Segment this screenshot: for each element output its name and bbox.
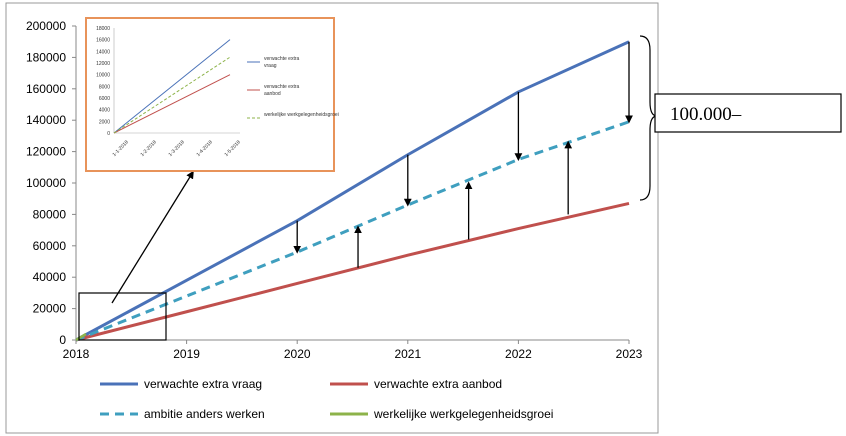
x-tick-label: 2022	[505, 347, 532, 361]
x-tick-label: 2019	[173, 347, 200, 361]
x-tick-label: 2018	[63, 347, 90, 361]
series-line-2	[75, 120, 630, 342]
inset-chart: 0 2000 4000 6000 8000 10000 12000 14000 16000 180…	[85, 17, 339, 172]
x-tick-label: 2021	[394, 347, 421, 361]
y-tick-label: 80000	[33, 207, 67, 221]
inset-border	[85, 17, 335, 172]
legend-label-3: werkelijke werkgelegenheidsgroei	[373, 407, 553, 421]
y-tick-label: 60000	[33, 239, 67, 253]
inset-y-tick-label: 4000	[99, 108, 110, 114]
y-tick-label: 40000	[33, 270, 67, 284]
inset-series-line-1	[113, 74, 231, 134]
inset-y-tick-label: 6000	[99, 96, 110, 102]
inset-legend-label-2: werkelijke werkgelegenheidsgroei	[264, 112, 339, 118]
inset-series-line-2	[113, 56, 231, 134]
inset-y-tick-label: 8000	[99, 84, 110, 90]
inset-y-tick-label: 2000	[99, 119, 110, 125]
y-tick-label: 160000	[26, 82, 66, 96]
y-tick-label: 20000	[33, 302, 67, 316]
y-tick-label: 0	[59, 333, 66, 347]
legend-label-0: verwachte extra vraag	[144, 377, 262, 391]
inset-y-tick-label: 18000	[96, 26, 110, 32]
y-tick-label: 180000	[26, 50, 66, 64]
zoom-pointer-arrow	[111, 170, 194, 304]
legend-label-1: verwachte extra aanbod	[374, 377, 502, 391]
x-tick-label: 2020	[284, 347, 311, 361]
inset-y-tick-label: 10000	[96, 73, 110, 79]
inset-legend-label-0: verwachte extra vraag	[264, 56, 300, 69]
inset-y-tick-label: 0	[107, 131, 110, 137]
inset-y-tick-label: 16000	[96, 38, 110, 44]
inset-legend-label-1: verwachte extra aanbod	[264, 84, 300, 97]
series-line-3	[75, 332, 87, 342]
callout-text: 100.000–	[670, 104, 742, 125]
y-tick-label: 100000	[26, 176, 66, 190]
series-line-0	[75, 40, 630, 342]
series-line-1	[75, 201, 630, 342]
y-tick-label: 200000	[26, 19, 66, 33]
zoom-region-box	[78, 292, 167, 341]
y-tick-label: 140000	[26, 113, 66, 127]
inset-y-tick-label: 12000	[96, 61, 110, 67]
y-tick-label: 120000	[26, 145, 66, 159]
inset-y-tick-label: 14000	[96, 49, 110, 55]
inset-series-line-0	[113, 39, 231, 134]
legend-label-2: ambitie anders werken	[144, 407, 265, 421]
x-tick-label: 2023	[616, 347, 643, 361]
callout-box	[654, 93, 842, 133]
